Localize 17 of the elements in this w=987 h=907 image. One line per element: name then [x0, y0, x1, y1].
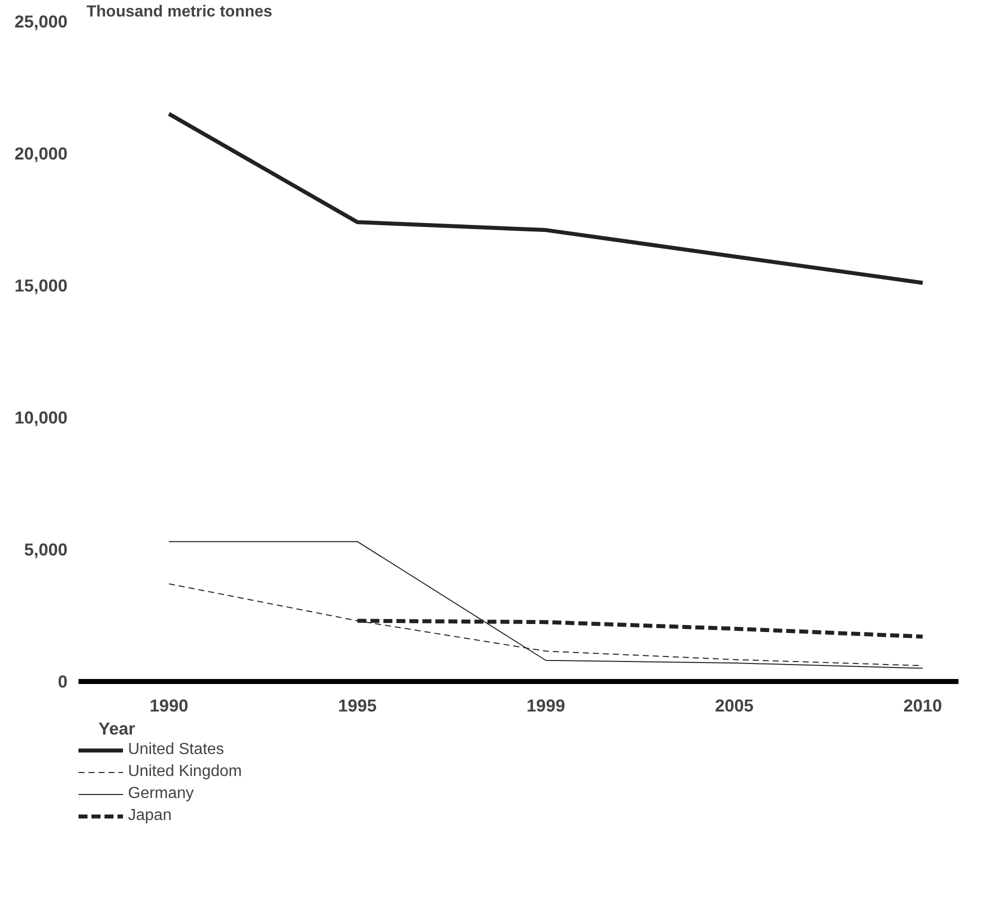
y-tick-label: 20,000 [14, 144, 68, 164]
legend-label: United Kingdom [128, 762, 242, 782]
y-axis-title: Thousand metric tonnes [86, 4, 272, 20]
y-tick-label: 15,000 [14, 276, 68, 296]
x-axis-title: Year [98, 718, 136, 738]
y-tick-label: 10,000 [14, 408, 68, 428]
x-tick-label: 1995 [338, 696, 378, 716]
legend-label: Germany [128, 784, 194, 804]
x-tick-label: 2010 [903, 696, 942, 716]
y-tick-label: 25,000 [14, 12, 68, 32]
legend-label: Japan [128, 806, 172, 826]
x-tick-label: 2005 [714, 696, 754, 716]
y-tick-label: 5,000 [24, 540, 68, 560]
legend-label: United States [128, 740, 224, 760]
x-tick-label: 1999 [526, 696, 566, 716]
y-tick-label: 0 [58, 672, 68, 692]
x-tick-label: 1990 [150, 696, 188, 716]
